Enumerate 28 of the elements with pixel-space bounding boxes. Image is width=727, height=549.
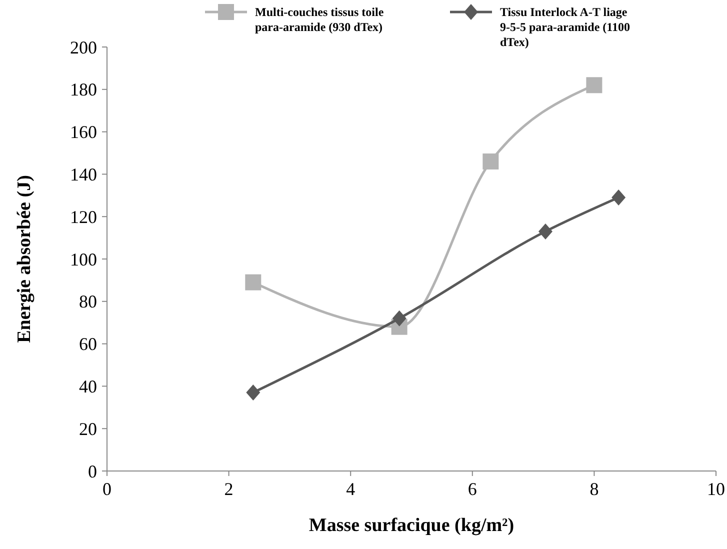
y-tick-label: 40 (79, 376, 97, 396)
x-tick-label: 6 (468, 479, 477, 499)
point (612, 190, 626, 206)
point (392, 310, 406, 326)
point (246, 384, 260, 401)
legend-label: Tissu Interlock A-T liage 9-5-5 para-aramide (1100 dTex) (500, 5, 630, 50)
y-axis-title: Energie absorbée (J) (14, 175, 35, 343)
point (586, 77, 602, 94)
y-tick-label: 180 (70, 80, 97, 100)
x-tick-label: 2 (224, 479, 234, 499)
x-tick-label: 0 (102, 479, 112, 499)
x-axis-title: Masse surfacique (kg/m²) (308, 515, 514, 536)
y-tick-label: 200 (70, 37, 97, 58)
y-tick-label: 140 (70, 164, 97, 184)
y-tick-label: 60 (79, 334, 97, 354)
y-tick-label: 0 (88, 461, 97, 482)
x-tick-label: 4 (346, 479, 356, 499)
point (245, 274, 262, 290)
x-tick-label: 8 (590, 479, 599, 499)
legend-label: Multi-couches tissus toile para-aramide (930 dTex) (255, 5, 384, 34)
y-tick-label: 100 (70, 249, 97, 270)
y-tick-label: 120 (70, 206, 97, 227)
point (482, 153, 499, 170)
y-tick-label: 20 (79, 418, 97, 439)
y-tick-label: 160 (70, 122, 97, 142)
x-tick-label: 10 (707, 479, 725, 499)
y-tick-label: 80 (79, 292, 97, 312)
point (538, 223, 552, 240)
